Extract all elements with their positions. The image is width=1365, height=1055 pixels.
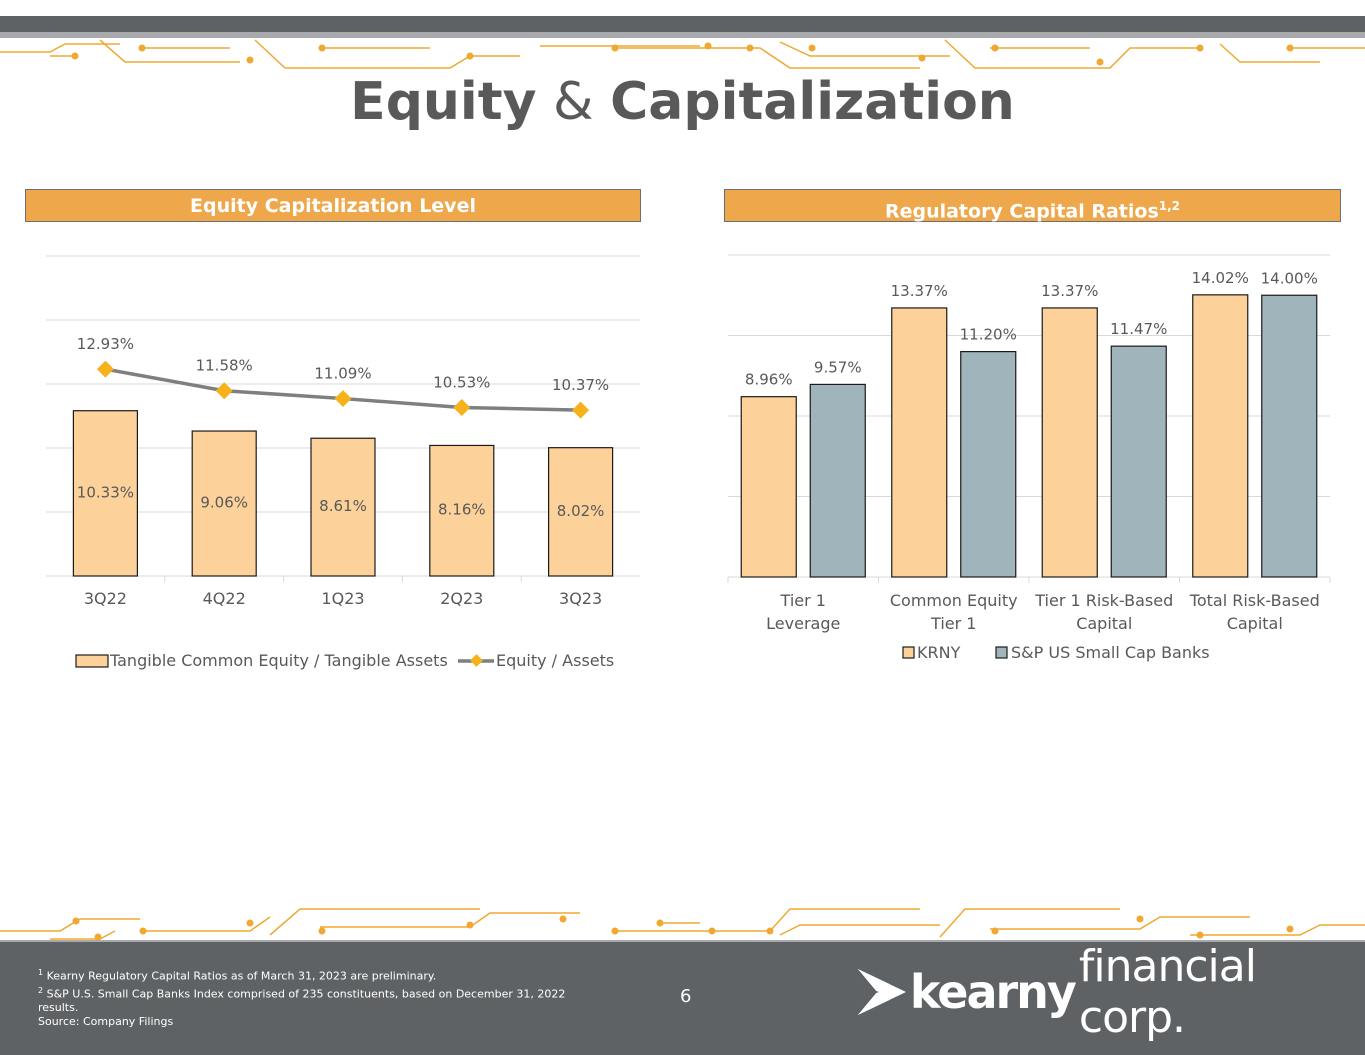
line-label-1Q23: 11.09% (314, 365, 371, 383)
bar-label-2Q23: 8.16% (438, 501, 486, 519)
bar-tce-3Q23 (547, 447, 614, 577)
x-tick-label-0-1: Leverage (766, 614, 840, 633)
left-panel-header: Equity Capitalization Level (25, 189, 641, 222)
line-point-1Q23 (334, 390, 352, 408)
legend-swatch-sp (995, 646, 1008, 659)
bar-label-sp-3: 14.00% (1261, 269, 1318, 287)
legend-label-equity: Equity / Assets (496, 651, 614, 670)
title-part1: Equity (350, 72, 537, 132)
bar-tce-2Q23 (429, 444, 495, 577)
x-tick-label-2Q23: 2Q23 (440, 589, 483, 608)
bar-label-sp-2: 11.47% (1110, 320, 1167, 338)
bar-label-3Q22: 10.33% (77, 483, 134, 501)
x-tick-label-2-1: Capital (1076, 614, 1132, 633)
bar-tce-1Q23 (310, 437, 376, 577)
bar-sp-2 (1110, 345, 1167, 578)
bar-label-1Q23: 8.61% (319, 497, 367, 515)
left-panel-header-text: Equity Capitalization Level (190, 195, 476, 217)
bar-label-krny-3: 14.02% (1192, 269, 1249, 287)
x-tick-label-2-0: Tier 1 Risk-Based (1034, 591, 1173, 610)
bar-krny-1 (891, 307, 948, 578)
x-tick-label-4Q22: 4Q22 (203, 589, 246, 608)
title-part2: Capitalization (610, 72, 1015, 132)
bar-label-krny-1: 13.37% (891, 282, 948, 300)
bar-sp-3 (1261, 294, 1318, 578)
top-banner-stripe (0, 32, 1365, 38)
legend-label-tce: Tangible Common Equity / Tangible Assets (109, 651, 448, 670)
circuit-decoration-bottom (0, 908, 1365, 941)
legend-swatch-marker (470, 654, 483, 667)
x-tick-label-1Q23: 1Q23 (321, 589, 364, 608)
x-tick-label-1-0: Common Equity (890, 591, 1018, 610)
bar-label-sp-1: 11.20% (960, 326, 1017, 344)
bar-sp-1 (960, 350, 1017, 578)
x-tick-label-0-0: Tier 1 (780, 591, 826, 610)
bar-krny-3 (1192, 294, 1249, 578)
circuit-decoration-top (0, 39, 1365, 69)
title-ampersand: & (553, 72, 594, 132)
line-point-3Q23 (572, 401, 590, 419)
bar-krny-0 (740, 396, 797, 578)
line-point-2Q23 (453, 399, 471, 417)
equity-capitalization-chart: 10.33% 3Q22 9.06% 4Q22 8.61% 1Q23 8.16% 2Q23 8.0… (46, 255, 640, 670)
line-label-3Q22: 12.93% (77, 335, 134, 353)
footnotes: 1 Kearny Regulatory Capital Ratios as of… (38, 966, 578, 1029)
logo-text-light: financial corp. (1078, 941, 1257, 1043)
legend-swatch-tce (75, 654, 109, 668)
bar-tce-3Q22 (72, 410, 139, 577)
x-tick-label-3Q23: 3Q23 (559, 589, 602, 608)
bar-label-krny-2: 13.37% (1041, 282, 1098, 300)
bar-label-4Q22: 9.06% (200, 494, 248, 512)
footnote-2: 2 S&P U.S. Small Cap Banks Index compris… (38, 985, 566, 1015)
x-tick-label-3-1: Capital (1227, 614, 1283, 633)
line-label-2Q23: 10.53% (433, 374, 490, 392)
line-point-4Q22 (215, 382, 233, 400)
legend-label-sp: S&P US Small Cap Banks (1011, 643, 1210, 662)
bar-label-krny-0: 8.96% (745, 371, 793, 389)
bar-label-3Q23: 8.02% (557, 502, 605, 520)
logo-text-bold: kearny (909, 965, 1077, 1019)
x-tick-label-1-1: Tier 1 (930, 614, 976, 633)
footer-bar (0, 942, 1365, 1055)
bar-sp-0 (809, 383, 866, 578)
x-tick-label-3-0: Total Risk-Based (1189, 591, 1320, 610)
legend-label-krny: KRNY (917, 643, 961, 662)
footnote-source: Source: Company Filings (38, 1015, 174, 1029)
page-title: Equity & Capitalization (0, 72, 1365, 132)
bar-label-sp-0: 9.57% (814, 358, 862, 376)
kearny-logo: kearny financial corp. (850, 941, 1365, 1043)
legend-swatch-krny (902, 646, 915, 659)
kearny-logo-arrow-icon (851, 968, 907, 1016)
right-panel-header-sup: 1,2 (1158, 199, 1181, 213)
footnote-1: 1 Kearny Regulatory Capital Ratios as of… (38, 968, 437, 983)
page-number: 6 (680, 986, 692, 1007)
right-panel-header: Regulatory Capital Ratios1,2 (724, 189, 1341, 222)
bar-krny-2 (1041, 307, 1098, 578)
x-tick-label-3Q22: 3Q22 (84, 589, 127, 608)
top-banner (0, 16, 1365, 32)
bar-tce-4Q22 (191, 430, 257, 577)
line-point-3Q22 (96, 360, 114, 378)
right-panel-header-text: Regulatory Capital Ratios (884, 200, 1159, 223)
line-label-4Q22: 11.58% (196, 357, 253, 375)
regulatory-capital-chart: 8.96% 9.57% Tier 1 Leverage 13.37% 11.20% Comm… (727, 254, 1331, 662)
line-label-3Q23: 10.37% (552, 376, 609, 394)
